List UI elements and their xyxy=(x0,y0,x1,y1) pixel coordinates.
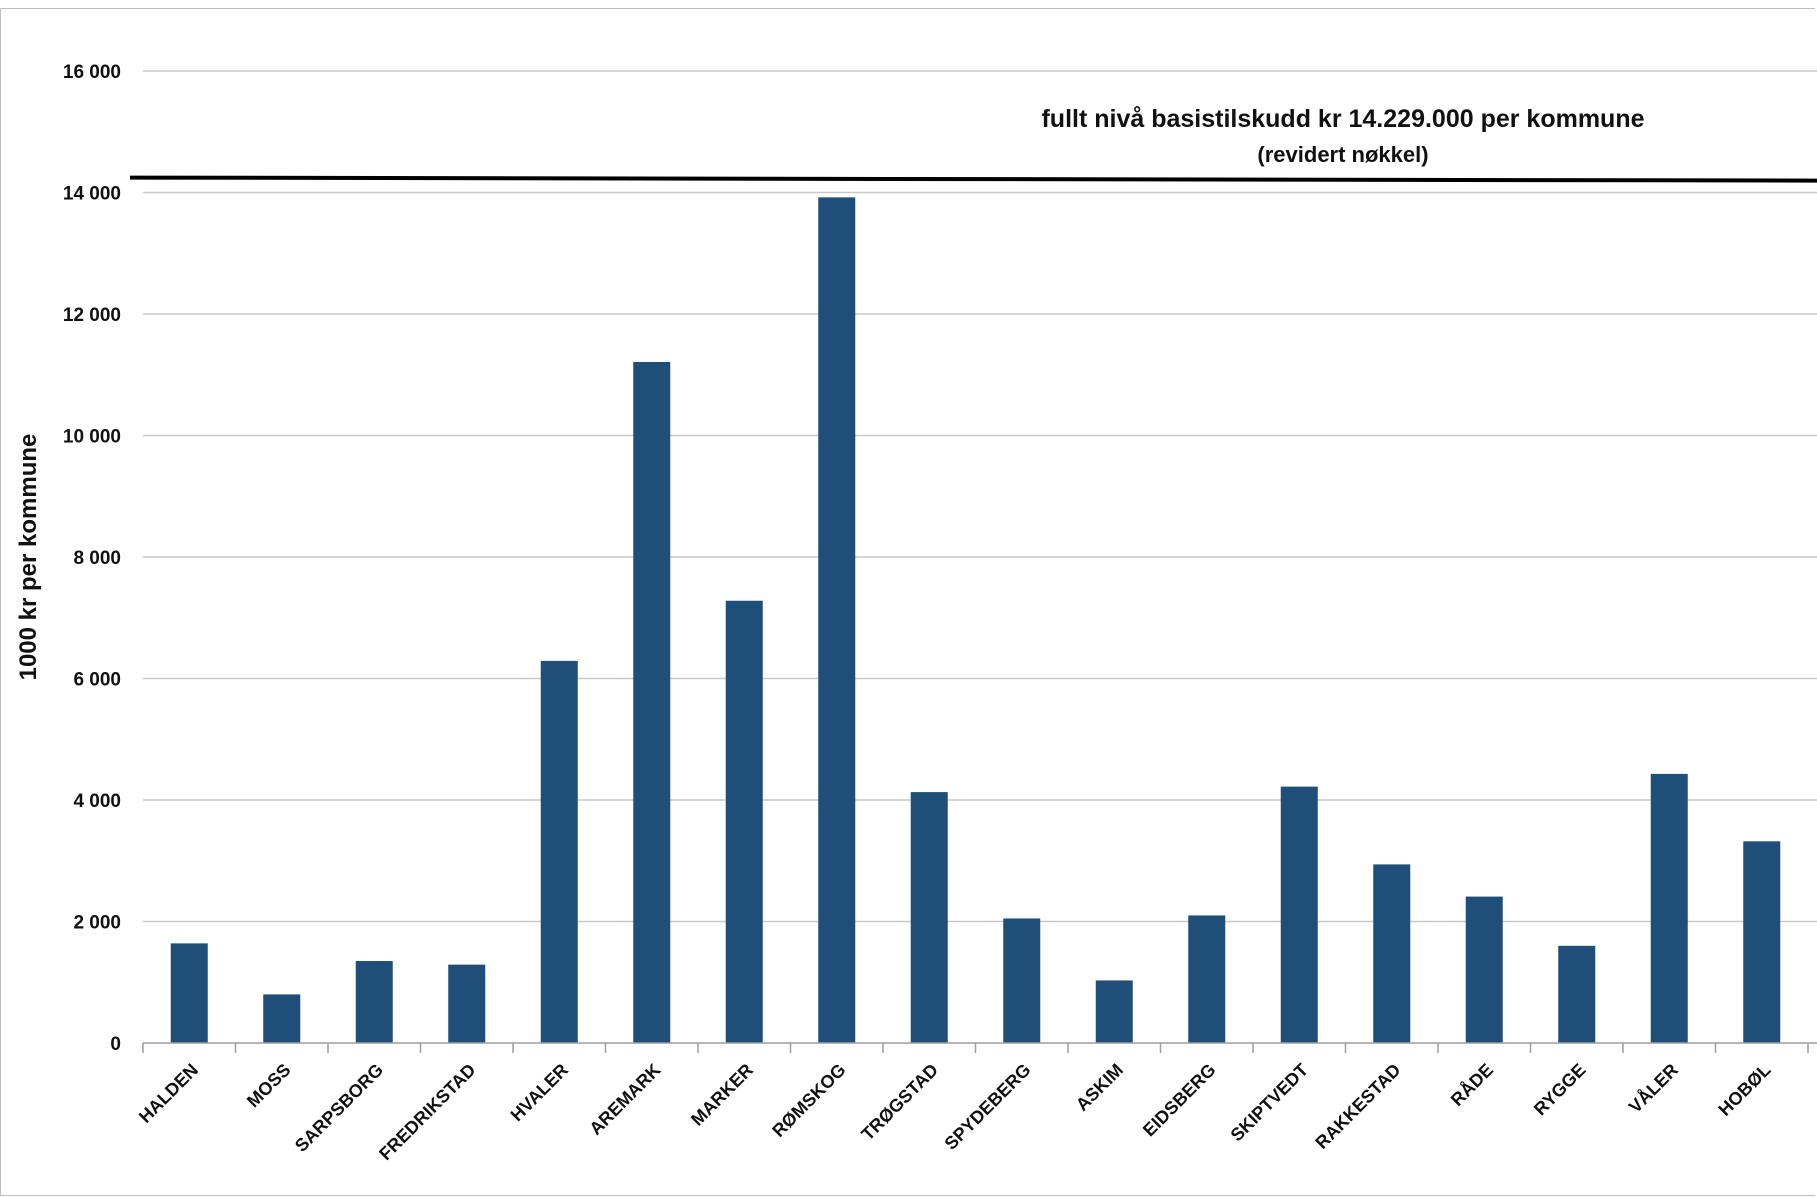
y-tick-label: 6 000 xyxy=(73,670,121,691)
bar-aremark xyxy=(633,361,671,1043)
bar-marker xyxy=(725,600,763,1043)
x-tick-label: RØMSKOG xyxy=(768,1060,849,1141)
y-tick-label: 14 000 xyxy=(63,184,121,205)
bar-spydeberg xyxy=(1003,918,1041,1043)
gridlines xyxy=(143,70,1817,923)
bar-våler xyxy=(1650,773,1688,1043)
y-tick-label: 4 000 xyxy=(73,791,121,812)
bar-rygge xyxy=(1558,945,1596,1043)
x-tick-label: MARKER xyxy=(687,1060,757,1130)
x-tick-label: RÅDE xyxy=(1447,1060,1497,1110)
bar-råde xyxy=(1465,896,1503,1043)
y-tick-label: 0 xyxy=(110,1034,121,1055)
y-tick-label: 8 000 xyxy=(73,548,121,569)
x-tick-label: ASKIM xyxy=(1072,1060,1127,1115)
bar-rakkestad xyxy=(1373,864,1411,1043)
bar-moss xyxy=(263,994,301,1043)
bar-skiptvedt xyxy=(1280,786,1318,1043)
y-tick-labels: 0 2 000 4 000 6 000 8 000 10 000 12 000 14 000 1… xyxy=(63,62,121,1055)
reference-line-label: fullt nivå basistilskudd kr 14.229.000 p… xyxy=(1041,105,1644,133)
reference-line-sublabel: (revidert nøkkel) xyxy=(1257,142,1428,167)
bar-halden xyxy=(170,943,208,1043)
bar-trøgstad xyxy=(910,792,948,1043)
x-tick-label: HVALER xyxy=(507,1060,573,1126)
bar-eidsberg xyxy=(1188,915,1226,1043)
chart-frame xyxy=(0,8,1815,1196)
bar-rømskog xyxy=(818,197,856,1044)
x-tick-label: AREMARK xyxy=(585,1060,664,1139)
y-tick-label: 2 000 xyxy=(73,913,121,934)
x-tick-label: FREDRIKSTAD xyxy=(375,1060,479,1164)
reference-line-group: fullt nivå basistilskudd kr 14.229.000 p… xyxy=(129,105,1817,183)
bar-sarpsborg xyxy=(355,960,393,1043)
bar-fredrikstad xyxy=(448,964,486,1043)
y-tick-label: 12 000 xyxy=(63,305,121,326)
bars xyxy=(170,197,1781,1044)
x-tick-label: SPYDEBERG xyxy=(941,1060,1035,1154)
y-tick-label: 10 000 xyxy=(63,427,121,448)
y-tick-label: 16 000 xyxy=(63,62,121,83)
x-tick-label: VÅLER xyxy=(1625,1060,1682,1117)
bar-hvaler xyxy=(540,660,578,1043)
y-axis-title: 1000 kr per kommune xyxy=(15,434,42,681)
reference-line xyxy=(129,175,1817,183)
x-tick-label: SARPSBORG xyxy=(291,1060,387,1156)
x-tick-label: SKIPTVEDT xyxy=(1227,1060,1313,1146)
x-tick-label: EIDSBERG xyxy=(1139,1060,1220,1141)
x-tick-label: TRØGSTAD xyxy=(857,1060,942,1145)
x-tick-label: HALDEN xyxy=(135,1060,202,1127)
x-tick-label: RAKKESTAD xyxy=(1311,1060,1404,1153)
bar-hobøl xyxy=(1743,841,1781,1043)
x-tick-label: MOSS xyxy=(243,1060,295,1112)
x-tick-label: RYGGE xyxy=(1530,1060,1590,1120)
x-tick-label: HOBØL xyxy=(1714,1060,1774,1120)
bar-askim xyxy=(1095,980,1133,1043)
